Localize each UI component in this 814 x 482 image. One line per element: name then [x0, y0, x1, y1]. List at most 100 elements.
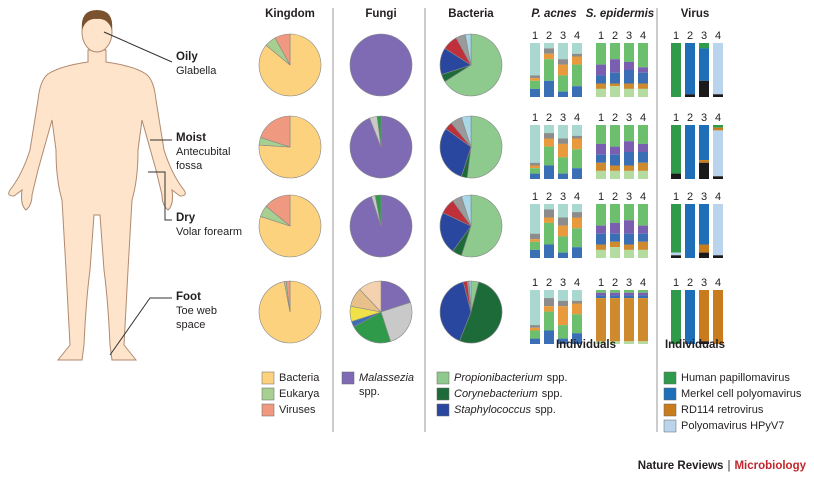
bar-segment — [596, 249, 606, 258]
legend-suffix: spp. — [542, 388, 563, 400]
panel-title: Bacteria — [448, 8, 494, 20]
bar-segment — [624, 43, 634, 62]
individual-number: 3 — [626, 30, 632, 42]
bar-segment — [596, 341, 606, 344]
individual-number: 4 — [715, 191, 721, 203]
site-detail: Antecubital — [176, 146, 230, 158]
bar-segment — [544, 53, 554, 60]
individual-number: 3 — [626, 191, 632, 203]
legend-name: Propionibacterium — [454, 372, 543, 384]
panel-title: Fungi — [365, 8, 396, 20]
bar-segment — [610, 247, 620, 258]
bar-segment — [638, 152, 648, 163]
bar-segment — [544, 80, 554, 97]
individual-number: 4 — [574, 277, 580, 289]
body-figure — [8, 10, 186, 361]
bar-segment — [685, 204, 695, 258]
bar-segment — [572, 303, 582, 315]
bar-segment — [638, 162, 648, 171]
legend-suffix: spp. — [547, 372, 568, 384]
bar-segment — [624, 295, 634, 299]
bar-segment — [610, 290, 620, 293]
bar-segment — [544, 209, 554, 218]
individual-number: 1 — [598, 30, 604, 42]
bar-segment — [572, 217, 582, 229]
individual-number: 4 — [640, 191, 646, 203]
individuals-label: Individuals — [665, 339, 725, 351]
bar-segment — [544, 204, 554, 210]
pie-slice — [466, 115, 503, 179]
pie-slice — [461, 115, 472, 148]
bar-segment — [624, 170, 634, 179]
individual-number: 1 — [673, 112, 679, 124]
panel-title: Virus — [681, 8, 710, 20]
pie-slice — [349, 33, 413, 97]
bar-segment — [610, 86, 620, 97]
bar-segment — [596, 125, 606, 144]
bar-segment — [713, 290, 723, 344]
bar-segment — [544, 48, 554, 54]
bar-segment — [713, 127, 723, 131]
bar-segment — [671, 125, 681, 174]
bar-segment — [530, 88, 540, 97]
footer-subject: Microbiology — [734, 460, 806, 472]
bar-segment — [624, 298, 634, 342]
legend-label: RD114 retrovirus — [681, 404, 764, 416]
site-detail: space — [176, 319, 205, 331]
panel-title: P. acnes — [531, 8, 576, 20]
bar-segment — [610, 298, 620, 342]
bar-segment — [624, 141, 634, 152]
bar-segment — [544, 306, 554, 312]
bar-segment — [558, 43, 568, 60]
bar-segment — [713, 43, 723, 95]
individual-number: 2 — [687, 191, 693, 203]
bar-segment — [610, 295, 620, 299]
bar-segment — [558, 64, 568, 76]
pie-slice — [444, 33, 503, 97]
site-detail: fossa — [176, 160, 203, 172]
bar-segment — [530, 233, 540, 240]
legend-swatch — [436, 403, 450, 417]
bar-segment — [572, 228, 582, 248]
bar-segment — [558, 217, 568, 226]
individual-number: 1 — [598, 112, 604, 124]
legend-suffix: spp. — [535, 404, 556, 416]
bar-segment — [572, 212, 582, 218]
bar-segment — [558, 91, 568, 97]
separators — [332, 8, 658, 432]
bar-segment — [558, 338, 568, 344]
bar-segment — [530, 239, 540, 242]
individual-number: 2 — [546, 112, 552, 124]
bar-segment — [544, 217, 554, 223]
bar-segment — [624, 152, 634, 166]
bar-segment — [558, 252, 568, 258]
bar-segment — [558, 306, 568, 326]
legend-swatch — [663, 419, 677, 433]
bar-segment — [596, 233, 606, 245]
legend-swatch — [261, 387, 275, 401]
legend-swatch — [261, 371, 275, 385]
bar-segment — [572, 290, 582, 301]
individual-number: 1 — [532, 30, 538, 42]
individual-number: 2 — [546, 277, 552, 289]
bar-segment — [624, 165, 634, 171]
site-detail: Toe web — [176, 305, 217, 317]
site-name: Foot — [176, 291, 201, 303]
footer-journal: Nature Reviews — [638, 460, 724, 472]
bar-segment — [544, 222, 554, 245]
bar-segment — [558, 59, 568, 65]
bar-segment — [610, 59, 620, 73]
bar-segment — [596, 298, 606, 342]
bar-segment — [610, 43, 620, 60]
bar-segment — [596, 244, 606, 250]
bar-segment — [638, 341, 648, 344]
individual-number: 1 — [673, 277, 679, 289]
footer: Nature Reviews | Microbiology — [638, 460, 807, 472]
pie-slice — [461, 194, 472, 227]
individual-number: 1 — [532, 277, 538, 289]
bar-segment — [713, 130, 723, 177]
legend-label: Propionibacterium spp. — [454, 372, 567, 384]
bar-segment — [610, 233, 620, 242]
legend-swatch — [663, 371, 677, 385]
